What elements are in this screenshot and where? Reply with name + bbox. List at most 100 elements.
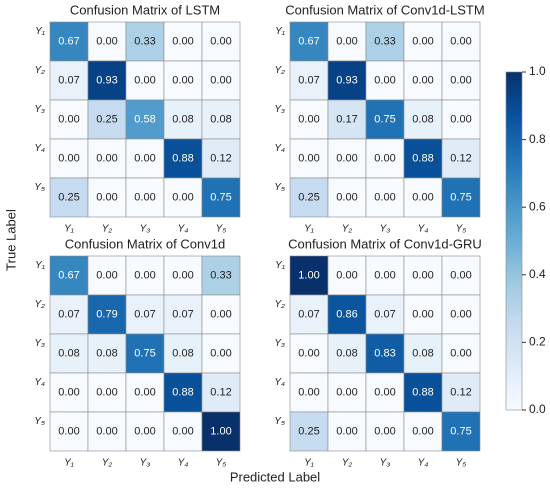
cell: [201, 255, 241, 296]
x-tick-label: Y₅: [456, 224, 467, 235]
cell-label: 0.67: [58, 269, 79, 281]
cell-label: 0.93: [96, 74, 117, 86]
y-tick-label: Y₄: [274, 143, 285, 154]
cell-label: 0.07: [134, 308, 155, 320]
cell: [403, 21, 443, 62]
cell: [327, 138, 367, 179]
x-tick-label: Y₂: [342, 458, 353, 469]
y-tick-label: Y₃: [274, 104, 285, 115]
cell-label: 0.00: [336, 386, 357, 398]
y-tick-label: Y₁: [35, 260, 45, 271]
cell: [201, 333, 241, 374]
cell: [403, 99, 443, 140]
cell-label: 0.00: [58, 113, 79, 125]
cell: [365, 333, 405, 374]
cell-label: 0.00: [374, 152, 395, 164]
cell-label: 0.00: [134, 386, 155, 398]
cell-label: 0.83: [374, 347, 395, 359]
cell: [327, 411, 367, 452]
cell-label: 0.00: [450, 74, 471, 86]
cell-label: 0.00: [96, 269, 117, 281]
x-tick-label: Y₁: [304, 224, 314, 235]
y-tick-label: Y₄: [34, 377, 45, 388]
cell-label: 0.00: [412, 35, 433, 47]
cell-label: 0.07: [374, 308, 395, 320]
cell: [365, 99, 405, 140]
cell: [327, 255, 367, 296]
cell: [49, 255, 89, 296]
cell: [289, 99, 329, 140]
cell: [163, 21, 203, 62]
cell-label: 0.12: [450, 152, 471, 164]
cell-label: 0.00: [450, 35, 471, 47]
cell: [163, 99, 203, 140]
cell-label: 0.58: [134, 113, 155, 125]
cell: [289, 372, 329, 413]
cell-label: 0.88: [412, 152, 433, 164]
cell-label: 0.00: [374, 269, 395, 281]
cell-label: 0.00: [336, 191, 357, 203]
cell-label: 0.00: [134, 269, 155, 281]
cell-label: 0.75: [210, 191, 231, 203]
colorbar-tick-label: 0.4: [529, 267, 546, 281]
cell-label: 0.00: [336, 269, 357, 281]
cell-label: 0.07: [298, 74, 319, 86]
cell: [125, 255, 165, 296]
cell-label: 0.33: [134, 35, 155, 47]
y-tick-label: Y₅: [274, 182, 285, 193]
cell-label: 0.75: [374, 113, 395, 125]
cell: [365, 255, 405, 296]
y-tick-label: Y₅: [34, 416, 45, 427]
cell-label: 0.00: [210, 74, 231, 86]
cell-label: 0.25: [58, 191, 79, 203]
cell: [125, 138, 165, 179]
cell: [365, 177, 405, 218]
y-tick-label: Y₃: [34, 104, 45, 115]
cell-label: 0.00: [172, 74, 193, 86]
cell: [441, 255, 481, 296]
y-tick-label: Y₂: [35, 65, 46, 76]
cell-label: 0.75: [450, 425, 471, 437]
chart-title: Confusion Matrix of Conv1d-GRU: [288, 236, 482, 251]
cell-label: 0.07: [298, 308, 319, 320]
cell-label: 0.00: [336, 152, 357, 164]
colorbar-tick-label: 0.6: [529, 199, 546, 213]
cell: [125, 372, 165, 413]
cell-label: 0.00: [96, 386, 117, 398]
x-tick-label: Y₂: [342, 224, 353, 235]
cell-label: 0.33: [374, 35, 395, 47]
cell-label: 1.00: [210, 425, 231, 437]
cell: [87, 372, 127, 413]
cell-label: 0.00: [134, 152, 155, 164]
cell-label: 0.08: [336, 347, 357, 359]
cell: [403, 333, 443, 374]
cell-label: 0.07: [172, 308, 193, 320]
x-tick-label: Y₅: [216, 224, 227, 235]
cell: [125, 177, 165, 218]
cell: [289, 60, 329, 101]
cell-label: 0.00: [58, 386, 79, 398]
x-tick-label: Y₄: [178, 224, 189, 235]
cell-label: 0.25: [298, 425, 319, 437]
cell: [201, 372, 241, 413]
y-tick-label: Y₄: [34, 143, 45, 154]
cell-label: 0.00: [412, 74, 433, 86]
cell-label: 0.08: [172, 113, 193, 125]
cell-label: 0.00: [96, 191, 117, 203]
cell: [49, 333, 89, 374]
cell-label: 0.08: [172, 347, 193, 359]
cell: [441, 138, 481, 179]
cell: [403, 255, 443, 296]
cell-label: 0.00: [210, 35, 231, 47]
cell-label: 0.00: [298, 347, 319, 359]
cell: [125, 21, 165, 62]
cell-label: 0.00: [134, 191, 155, 203]
cell: [125, 411, 165, 452]
cell-label: 0.00: [210, 347, 231, 359]
cell-label: 0.75: [450, 191, 471, 203]
cell: [163, 294, 203, 335]
cell-label: 0.00: [374, 74, 395, 86]
cell-label: 0.12: [210, 386, 231, 398]
cell-label: 0.12: [450, 386, 471, 398]
cell-label: 0.00: [210, 308, 231, 320]
